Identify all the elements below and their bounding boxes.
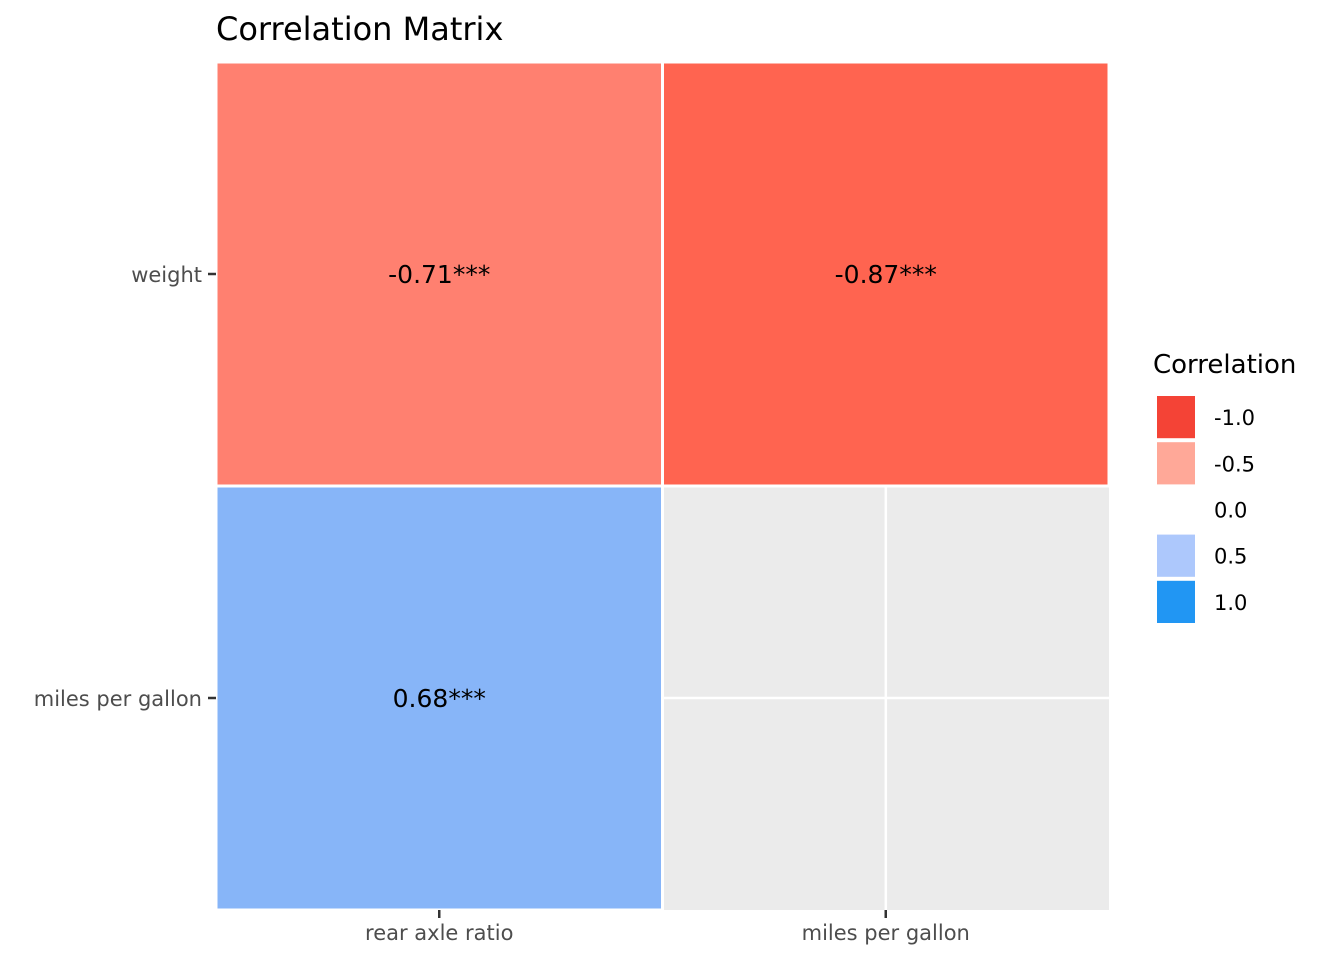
y-tick-label-miles-per-gallon: miles per gallon [34,687,202,711]
legend-key-1-0 [1157,580,1195,623]
heatmap-cell-miles-per-gallon-weight [661,60,1111,488]
legend: Correlation -1.0 -0.5 0.0 0.5 1.0 [1153,350,1296,625]
heatmap-cells [214,60,1111,912]
heatmap-cell-labels: -0.71*** -0.87*** 0.68*** [388,260,937,713]
y-tick-label-weight: weight [131,263,202,287]
cell-label-rear-axle-ratio-miles-per-gallon: 0.68*** [393,684,486,713]
legend-label-0-0: 0.0 [1214,499,1247,523]
legend-label-1-0: 1.0 [1214,591,1247,615]
chart-title: Correlation Matrix [216,10,503,48]
legend-title: Correlation [1153,350,1296,380]
legend-label-1-0: -1.0 [1214,406,1255,430]
heatmap-cell-rear-axle-ratio-miles-per-gallon [214,484,664,912]
legend-label-0-5: -0.5 [1214,452,1255,476]
legend-key-1-0 [1157,396,1195,439]
legend-label-0-5: 0.5 [1214,545,1247,569]
y-axis: weight miles per gallon [34,263,216,711]
x-axis: rear axle ratio miles per gallon [365,910,970,945]
x-tick-label-rear-axle-ratio: rear axle ratio [365,921,513,945]
cell-label-miles-per-gallon-weight: -0.87*** [835,260,937,289]
legend-items: -1.0 -0.5 0.0 0.5 1.0 [1155,394,1255,625]
legend-key-0-5 [1157,442,1195,485]
x-tick-label-miles-per-gallon: miles per gallon [802,921,970,945]
cell-label-rear-axle-ratio-weight: -0.71*** [388,260,490,289]
legend-key-0-0 [1157,488,1195,531]
legend-key-0-5 [1157,534,1195,577]
